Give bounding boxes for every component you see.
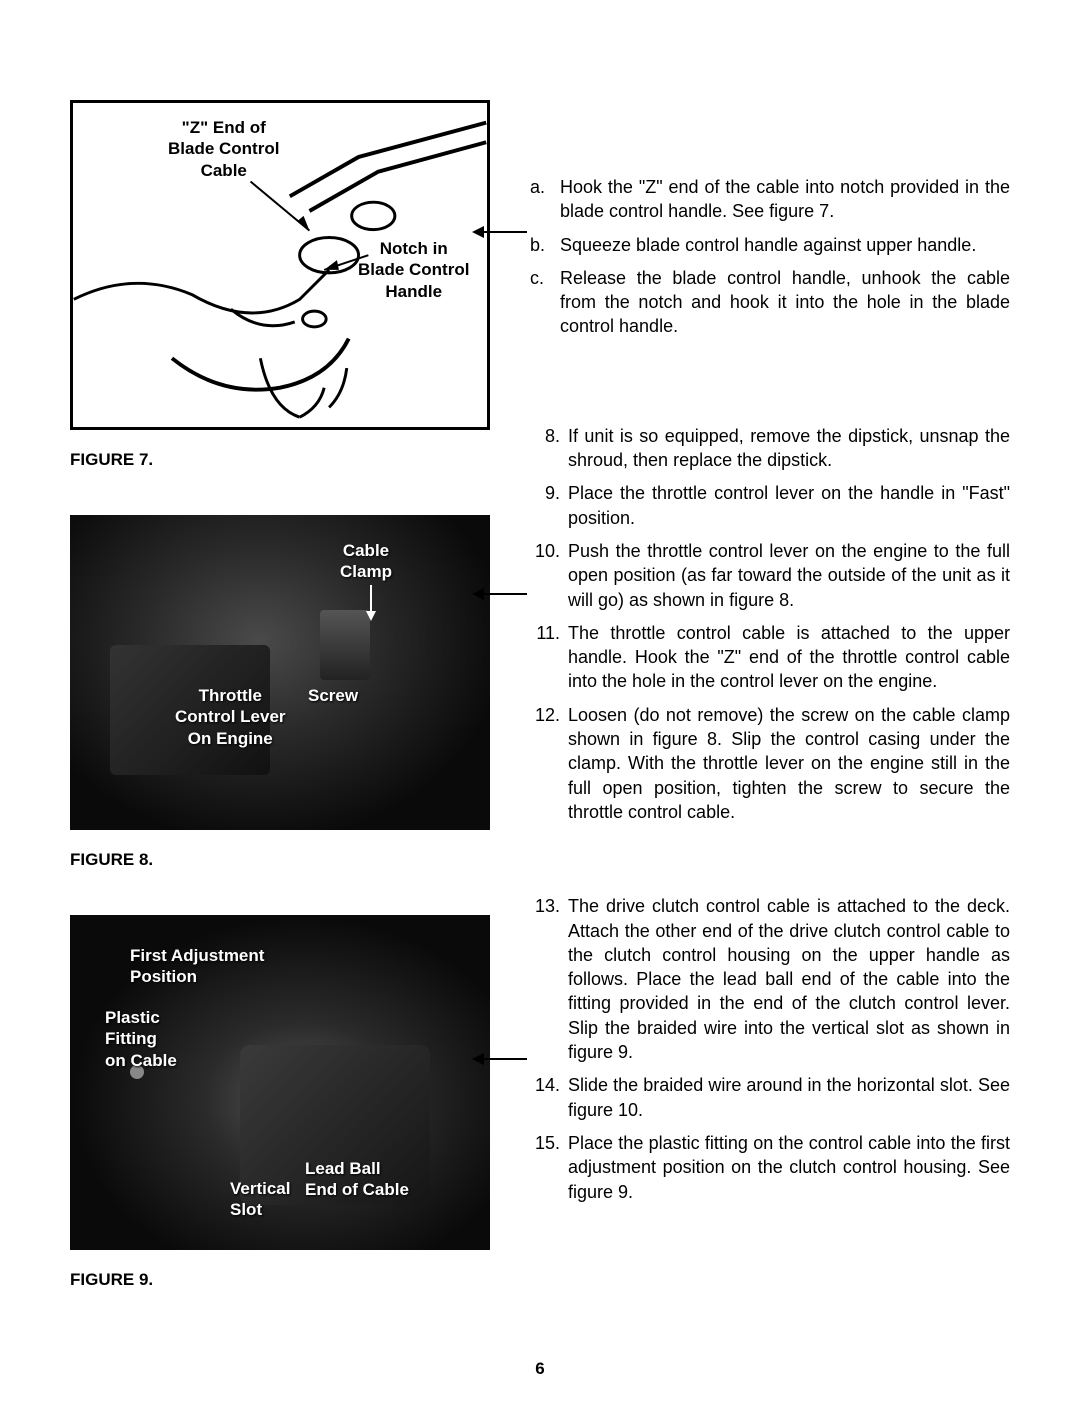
figure-8-label-cable-clamp: Cable Clamp [340, 540, 392, 583]
step-marker: 9. [530, 481, 568, 530]
instruction-step: b.Squeeze blade control handle against u… [530, 233, 1010, 257]
page-content: "Z" End of Blade Control Cable Notch in … [70, 100, 1010, 1290]
instruction-step: 13.The drive clutch control cable is att… [530, 894, 1010, 1064]
figure-9-label-plastic: Plastic Fitting on Cable [105, 1007, 177, 1071]
instruction-step: 12.Loosen (do not remove) the screw on t… [530, 703, 1010, 824]
figure-9-box: First Adjustment Position Plastic Fittin… [70, 915, 490, 1250]
step-text: Push the throttle control lever on the e… [568, 539, 1010, 612]
step-marker: 15. [530, 1131, 568, 1204]
step-marker: 13. [530, 894, 568, 1064]
step-text: Squeeze blade control handle against upp… [560, 233, 1010, 257]
step-text: The throttle control cable is attached t… [568, 621, 1010, 694]
step-marker: 10. [530, 539, 568, 612]
figure-7-box: "Z" End of Blade Control Cable Notch in … [70, 100, 490, 430]
step-text: Slide the braided wire around in the hor… [568, 1073, 1010, 1122]
step-text: Place the throttle control lever on the … [568, 481, 1010, 530]
step-marker: 8. [530, 424, 568, 473]
step-text: Loosen (do not remove) the screw on the … [568, 703, 1010, 824]
step-marker: 14. [530, 1073, 568, 1122]
figure-8-label-screw: Screw [308, 685, 358, 706]
figure-9-caption: FIGURE 9. [70, 1270, 490, 1290]
figure-9-label-vertical: Vertical Slot [230, 1178, 291, 1221]
figure-8-caption: FIGURE 8. [70, 850, 490, 870]
right-column: a.Hook the "Z" end of the cable into not… [530, 100, 1010, 1290]
step-marker: c. [530, 266, 560, 339]
figure-9-label-first: First Adjustment Position [130, 945, 264, 988]
figure-7-label-z-end: "Z" End of Blade Control Cable [168, 117, 279, 181]
instruction-step: 10.Push the throttle control lever on th… [530, 539, 1010, 612]
left-column: "Z" End of Blade Control Cable Notch in … [70, 100, 490, 1290]
reference-arrow-figure7 [472, 231, 522, 233]
instruction-section-a: a.Hook the "Z" end of the cable into not… [530, 175, 1010, 339]
reference-arrow-figure9 [472, 1058, 522, 1060]
step-marker: 12. [530, 703, 568, 824]
instruction-step: 14.Slide the braided wire around in the … [530, 1073, 1010, 1122]
figure-8-label-throttle: Throttle Control Lever On Engine [175, 685, 286, 749]
step-text: The drive clutch control cable is attach… [568, 894, 1010, 1064]
reference-arrow-figure8 [472, 593, 522, 595]
step-text: If unit is so equipped, remove the dipst… [568, 424, 1010, 473]
step-text: Place the plastic fitting on the control… [568, 1131, 1010, 1204]
instruction-section-b: 8.If unit is so equipped, remove the dip… [530, 424, 1010, 824]
figure-7-caption: FIGURE 7. [70, 450, 490, 470]
arrow-cable-clamp [370, 585, 372, 613]
instruction-step: a.Hook the "Z" end of the cable into not… [530, 175, 1010, 224]
instruction-step: 8.If unit is so equipped, remove the dip… [530, 424, 1010, 473]
step-text: Hook the "Z" end of the cable into notch… [560, 175, 1010, 224]
instruction-step: 15.Place the plastic fitting on the cont… [530, 1131, 1010, 1204]
clamp-shape [320, 610, 370, 680]
figure-9-label-lead-ball: Lead Ball End of Cable [305, 1158, 409, 1201]
figure-7-label-notch: Notch in Blade Control Handle [358, 238, 469, 302]
step-marker: a. [530, 175, 560, 224]
figure-8-box: Cable Clamp Screw Throttle Control Lever… [70, 515, 490, 830]
instruction-section-c: 13.The drive clutch control cable is att… [530, 894, 1010, 1204]
step-marker: 11. [530, 621, 568, 694]
page-number: 6 [535, 1359, 544, 1379]
step-marker: b. [530, 233, 560, 257]
instruction-step: 11.The throttle control cable is attache… [530, 621, 1010, 694]
instruction-step: c.Release the blade control handle, unho… [530, 266, 1010, 339]
instruction-step: 9.Place the throttle control lever on th… [530, 481, 1010, 530]
step-text: Release the blade control handle, unhook… [560, 266, 1010, 339]
